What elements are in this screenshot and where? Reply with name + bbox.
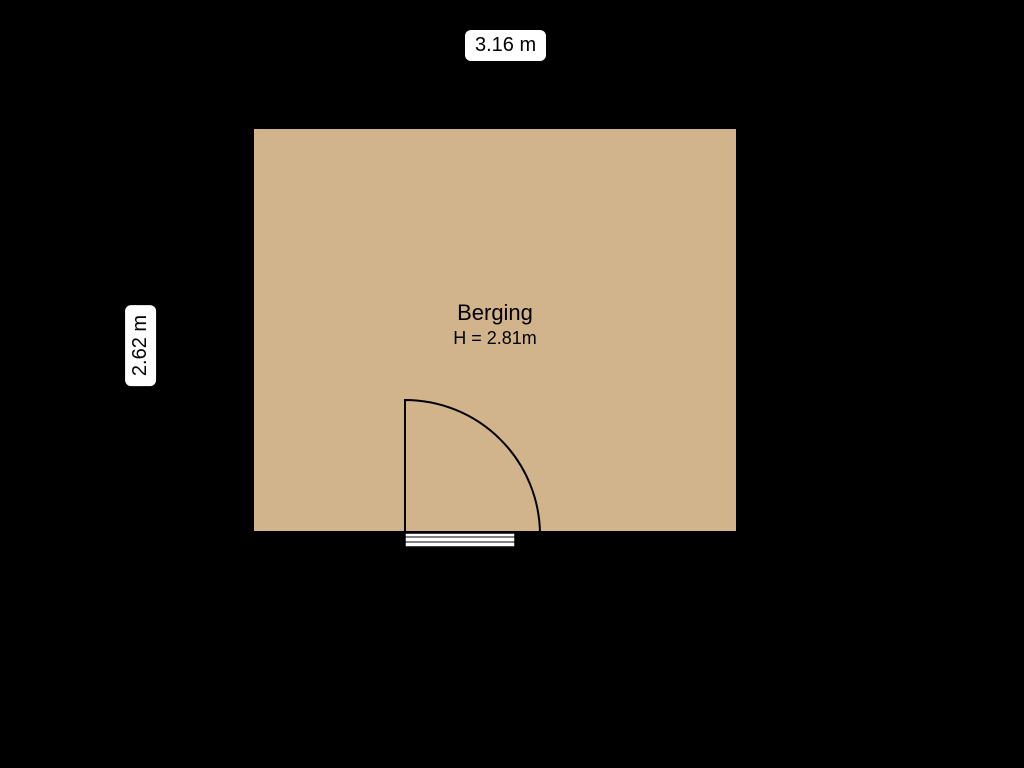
dimension-height-label: 2.62 m	[125, 305, 156, 386]
dimension-width-label: 3.16 m	[465, 30, 546, 61]
door-icon	[405, 395, 565, 555]
room-name-text: Berging	[395, 300, 595, 326]
room-label: Berging H = 2.81m	[395, 300, 595, 349]
room-height-text: H = 2.81m	[395, 328, 595, 349]
